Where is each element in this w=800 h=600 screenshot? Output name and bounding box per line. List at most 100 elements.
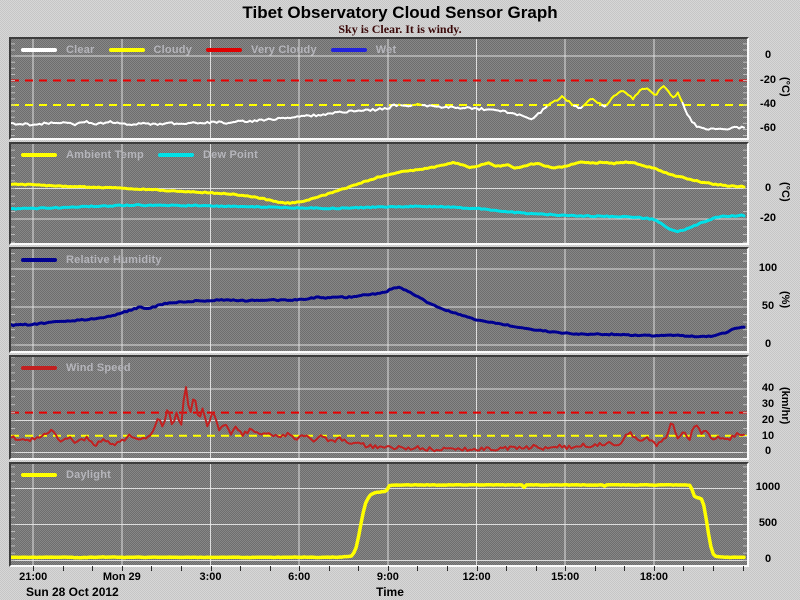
cloud-sensor-axis-unit: (°C) xyxy=(779,76,791,97)
legend-swatch-icon xyxy=(330,48,367,52)
time-tick xyxy=(624,566,626,571)
time-tick xyxy=(417,566,419,571)
legend-swatch-icon xyxy=(21,366,57,370)
panel-humidity: Relative Humidity xyxy=(9,247,749,353)
panel-wind: Wind Speed xyxy=(9,355,749,460)
time-tick xyxy=(683,566,685,571)
time-tick xyxy=(151,566,153,571)
time-tick xyxy=(742,566,744,571)
daylight-ytick-500: 500 xyxy=(758,517,778,530)
time-tick xyxy=(446,566,448,571)
humidity-ytick-100: 100 xyxy=(758,261,778,274)
legend-swatch-icon xyxy=(108,48,145,52)
legend-label: Wind Speed xyxy=(66,362,131,374)
x-axis-title: Time xyxy=(376,585,404,599)
temperature-ytick-0: 0 xyxy=(764,181,772,194)
legend-label: Very Cloudy xyxy=(251,44,317,56)
cloud-sensor-ytick-0: 0 xyxy=(764,49,772,62)
time-tick xyxy=(387,566,389,571)
cloud-sensor-plot xyxy=(11,39,747,138)
legend-item-clear: Clear xyxy=(21,44,95,56)
legend-swatch-icon xyxy=(21,258,57,262)
wind-axis-unit: (km/hr) xyxy=(779,387,791,425)
time-tick xyxy=(653,566,655,571)
time-tick xyxy=(565,566,567,571)
legend-item-wind-speed: Wind Speed xyxy=(21,362,131,374)
time-label-6-00: 6:00 xyxy=(288,571,311,583)
legend-item-very-cloudy: Very Cloudy xyxy=(206,44,317,56)
cloud-sensor-legend: Clear Cloudy Very Cloudy Wet xyxy=(21,44,396,56)
humidity-axis-unit: (%) xyxy=(779,291,791,309)
temperature-plot xyxy=(11,144,747,243)
series-ambient-line xyxy=(11,160,746,205)
legend-label: Wet xyxy=(375,44,397,56)
legend-label: Clear xyxy=(66,44,95,56)
time-tick xyxy=(180,566,182,571)
temperature-ytick--20: -20 xyxy=(760,212,776,225)
legend-item-relative-humidity: Relative Humidity xyxy=(21,254,162,266)
wind-legend: Wind Speed xyxy=(21,362,131,374)
time-tick xyxy=(299,566,301,571)
legend-item-ambient-temp: Ambient Temp xyxy=(21,149,144,161)
cloud-sensor-ytick--60: -60 xyxy=(760,122,776,135)
panel-daylight: Daylight xyxy=(9,462,749,567)
date-label: Sun 28 Oct 2012 xyxy=(26,585,119,599)
daylight-ytick-0: 0 xyxy=(764,553,772,566)
time-tick xyxy=(121,566,123,571)
daylight-ytick-1000: 1000 xyxy=(755,481,781,494)
series-daylight-line xyxy=(11,482,746,560)
daylight-plot xyxy=(11,464,747,565)
legend-item-wet: Wet xyxy=(330,44,397,56)
cloud-sensor-ytick--40: -40 xyxy=(760,98,776,110)
time-label-12-00: 12:00 xyxy=(462,571,491,583)
time-tick xyxy=(476,566,478,571)
humidity-ytick-50: 50 xyxy=(761,299,775,312)
time-label-18-00: 18:00 xyxy=(639,571,668,583)
temperature-axis-unit: (°C) xyxy=(779,181,791,202)
time-tick xyxy=(269,566,271,571)
wind-plot xyxy=(11,357,747,458)
legend-swatch-icon xyxy=(206,48,243,52)
time-label-3-00: 3:00 xyxy=(199,571,222,583)
legend-swatch-icon xyxy=(157,153,194,157)
legend-item-daylight: Daylight xyxy=(21,469,111,481)
wind-ytick-10: 10 xyxy=(761,429,775,442)
legend-swatch-icon xyxy=(21,473,57,477)
time-tick xyxy=(535,566,537,571)
status-subtitle: Sky is Clear. It is windy. xyxy=(338,22,462,36)
time-label-21-00: 21:00 xyxy=(19,571,48,583)
legend-item-dew-point: Dew Point xyxy=(157,149,258,161)
time-tick xyxy=(713,566,714,571)
time-tick xyxy=(240,566,242,571)
legend-label: Dew Point xyxy=(202,149,258,161)
legend-label: Ambient Temp xyxy=(66,149,144,161)
legend-label: Cloudy xyxy=(153,44,193,56)
series-dew-line xyxy=(11,203,746,234)
legend-swatch-icon xyxy=(21,48,57,52)
time-tick xyxy=(328,566,330,571)
time-tick xyxy=(92,566,94,571)
panel-cloud-sensor: Clear Cloudy Very Cloudy Wet xyxy=(9,37,749,140)
time-tick xyxy=(62,566,64,571)
wind-ytick-30: 30 xyxy=(761,397,775,410)
time-tick xyxy=(210,566,212,571)
time-tick xyxy=(358,566,360,571)
daylight-legend: Daylight xyxy=(21,469,111,481)
time-tick xyxy=(33,566,35,571)
page-title: Tibet Observatory Cloud Sensor Graph xyxy=(242,3,558,22)
humidity-legend: Relative Humidity xyxy=(21,254,162,266)
time-tick xyxy=(506,566,508,571)
legend-item-cloudy: Cloudy xyxy=(108,44,193,56)
temperature-legend: Ambient Temp Dew Point xyxy=(21,149,258,161)
wind-ytick-40: 40 xyxy=(761,381,775,394)
series-humidity-line xyxy=(11,285,746,339)
time-label-Mon-29: Mon 29 xyxy=(102,571,141,583)
time-label-15-00: 15:00 xyxy=(551,571,580,583)
panel-temperature: Ambient Temp Dew Point xyxy=(9,142,749,245)
legend-swatch-icon xyxy=(21,153,57,157)
time-tick xyxy=(594,566,596,571)
legend-label: Relative Humidity xyxy=(66,254,162,266)
humidity-plot xyxy=(11,249,747,351)
series-wind-line xyxy=(11,386,745,453)
